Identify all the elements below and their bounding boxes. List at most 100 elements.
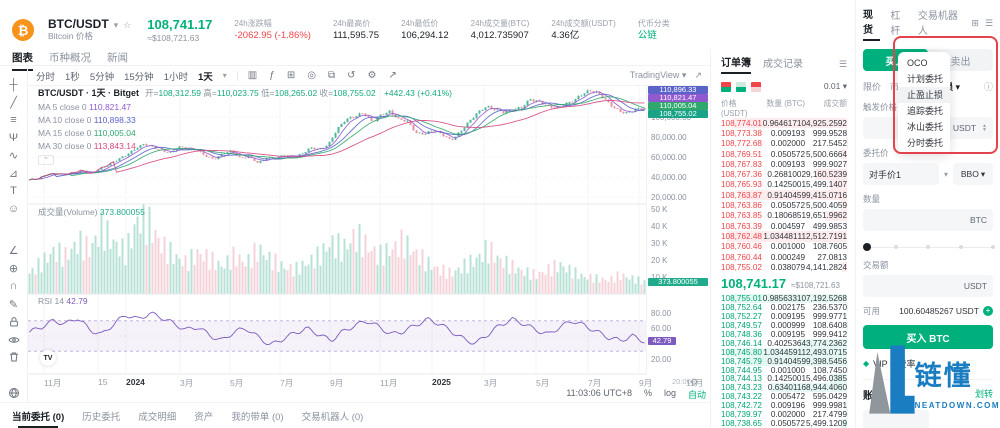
interval-15分钟[interactable]: 15分钟 <box>124 71 154 83</box>
eye-icon[interactable] <box>6 331 22 349</box>
layout-icon[interactable]: ⧉ <box>327 70 336 81</box>
tab-margin[interactable]: 杠杆 <box>890 11 901 37</box>
time-axis[interactable]: 20:00 ⚙ 11月 15 2024 3月 5月 7月 9月 11月 2025 3月 5月 7月 9月… <box>28 374 710 388</box>
bottom-tab-历史委托[interactable]: 历史委托 <box>82 411 121 423</box>
dropdown-item-计划委托[interactable]: 计划委托 <box>907 74 944 84</box>
globe-icon[interactable] <box>6 384 22 402</box>
bid-row[interactable]: 108,755.01 0.985633 107,192.5268 <box>721 294 847 304</box>
bid-row[interactable]: 108,745.79 0.914045 99,398.5456 <box>721 356 847 366</box>
mode-asks-icon[interactable] <box>751 81 761 92</box>
page-tab-图表[interactable]: 图表 <box>12 50 33 71</box>
price-type-caret[interactable]: ▾ <box>943 169 948 179</box>
vip-fee-row[interactable]: ◆ VIP 0 费率 <box>863 359 916 369</box>
ask-rows[interactable]: 108,774.01 0.964617 104,925.2592 108,773.38… <box>721 118 847 273</box>
guide-icon[interactable]: ☰ <box>984 18 994 28</box>
bottom-tab-交易机器人 (0)[interactable]: 交易机器人 (0) <box>301 411 364 423</box>
bid-row[interactable]: 108,739.97 0.002000 217.4799 <box>721 409 847 419</box>
bid-row[interactable]: 108,743.22 0.005472 595.0429 <box>721 392 847 402</box>
tab-spot[interactable]: 现货 <box>863 6 881 41</box>
slider-dot[interactable] <box>863 243 871 251</box>
ask-row[interactable]: 108,769.51 0.050572 5,500.6664 <box>721 148 847 160</box>
ask-row[interactable]: 108,767.83 0.009193 999.9027 <box>721 159 847 170</box>
snapshot-icon[interactable]: ◎ <box>307 70 316 81</box>
tradingview-menu[interactable]: TradingView ▾ <box>629 70 687 80</box>
bid-row[interactable]: 108,738.65 0.050572 5,499.1209 <box>721 418 847 428</box>
interval-1秒[interactable]: 1秒 <box>65 71 80 83</box>
dropdown-item-OCO[interactable]: OCO <box>907 58 928 68</box>
bid-row[interactable]: 108,744.95 0.001000 108.7450 <box>721 365 847 375</box>
projection-icon[interactable]: ⊿ <box>8 168 19 181</box>
compare-icon[interactable]: ⊞ <box>286 70 296 81</box>
ask-row[interactable]: 108,760.44 0.000249 27.0813 <box>721 251 847 263</box>
ask-row[interactable]: 108,762.48 1.034481 112,512.7191 <box>721 231 847 242</box>
slider-dot[interactable] <box>991 245 995 249</box>
crosshair-icon[interactable]: ┼ <box>9 78 18 91</box>
tab-limit[interactable]: 限价 <box>863 82 882 92</box>
mode-both-icon[interactable] <box>721 81 731 92</box>
price-scale[interactable]: 100,000.0080,000.0060,000.0040,000.0020,… <box>646 86 710 374</box>
bottom-tab-成交明细[interactable]: 成交明细 <box>138 411 177 423</box>
mode-bids-icon[interactable] <box>736 81 746 92</box>
slider-dot[interactable] <box>926 245 930 249</box>
bottom-tab-资产[interactable]: 资产 <box>194 411 214 423</box>
stat-代币分类[interactable]: 代币分类 公链 <box>637 18 670 41</box>
ask-row[interactable]: 108,765.93 0.142500 15,499.1407 <box>721 179 847 191</box>
dropdown-item-止盈止损[interactable]: 止盈止损 <box>898 87 950 103</box>
interval-5分钟[interactable]: 5分钟 <box>89 71 115 83</box>
ask-row[interactable]: 108,763.39 0.004597 499.9853 <box>721 220 847 232</box>
orderbook-last-price[interactable]: 108,741.17 ≈$108,721.63 <box>721 276 840 292</box>
percent-scale-toggle[interactable]: % <box>643 388 652 398</box>
log-scale-toggle[interactable]: log <box>663 388 676 398</box>
settings-icon[interactable]: ⚙ <box>367 70 377 81</box>
pair-block[interactable]: BTC/USDT ▾ ☆ Bitcoin 价格 <box>48 17 132 42</box>
tab-bots[interactable]: 交易机器人 <box>917 11 958 37</box>
ask-row[interactable]: 108,760.46 0.001000 108.7605 <box>721 241 847 252</box>
ask-row[interactable]: 108,763.85 0.180685 19,651.9962 <box>721 210 847 221</box>
ask-row[interactable]: 108,767.36 0.268100 29,160.5239 <box>721 169 847 180</box>
price-stepper[interactable]: ▲ ▼ <box>982 123 987 133</box>
pattern-icon[interactable]: ∿ <box>8 150 19 163</box>
interval-1天[interactable]: 1天 <box>197 71 213 83</box>
precision-select[interactable]: 0.01 ▾ <box>823 81 847 91</box>
dropdown-item-追踪委托[interactable]: 追踪委托 <box>907 106 944 116</box>
bottom-tab-当前委托 (0)[interactable]: 当前委托 (0) <box>12 405 64 428</box>
emoji-icon[interactable]: ☺ <box>7 203 20 216</box>
tab-trades[interactable]: 成交记录 <box>763 59 803 70</box>
bid-row[interactable]: 108,748.36 0.009195 999.9412 <box>721 329 847 339</box>
bid-row[interactable]: 108,749.57 0.000999 108.6408 <box>721 321 847 331</box>
zoom-in-icon[interactable]: ⊕ <box>8 263 19 276</box>
ask-row[interactable]: 108,763.86 0.050572 5,500.4059 <box>721 200 847 211</box>
bid-row[interactable]: 108,746.14 0.402536 43,774.2362 <box>721 338 847 348</box>
ask-row[interactable]: 108,772.68 0.002000 217.5452 <box>721 138 847 149</box>
legend-collapse-button[interactable]: ⌃ <box>38 155 54 166</box>
lock-icon[interactable] <box>6 313 22 331</box>
bid-row[interactable]: 108,745.80 1.034459 112,493.0715 <box>721 347 847 357</box>
order-type-dropdown[interactable]: OCO 计划委托 止盈止损 追踪委托 冰山委托 分时委托 <box>898 52 950 154</box>
amount-input[interactable]: BTC <box>863 209 993 231</box>
tab-orderbook[interactable]: 订单簿 <box>721 54 751 74</box>
order-price-input[interactable]: 对手价1 <box>863 163 939 185</box>
ruler-icon[interactable]: ∠ <box>8 245 19 258</box>
info-icon[interactable]: ⓘ <box>983 82 993 92</box>
bbo-select[interactable]: BBO ▾ <box>953 163 993 185</box>
axis-settings-icon[interactable]: ⚙ <box>690 377 699 387</box>
amount-slider[interactable] <box>863 243 995 251</box>
bid-row[interactable]: 108,752.64 0.002175 236.5370 <box>721 303 847 313</box>
slider-dot[interactable] <box>893 245 898 249</box>
favorite-star-icon[interactable]: ☆ <box>123 19 132 30</box>
replay-icon[interactable]: ↺ <box>347 70 356 81</box>
buy-submit-button[interactable]: 买入 BTC <box>863 325 993 349</box>
interval-分时[interactable]: 分时 <box>36 71 56 83</box>
trendline-icon[interactable]: ╱ <box>10 97 17 110</box>
expand-chart-icon[interactable]: ↗ <box>694 70 702 80</box>
interval-1小时[interactable]: 1小时 <box>163 71 188 83</box>
draw-lock-icon[interactable]: ✎ <box>8 298 19 311</box>
tradingview-logo[interactable]: TV <box>40 350 56 366</box>
parallel-channel-icon[interactable]: ≡ <box>10 114 17 127</box>
fullscreen-icon[interactable]: ↗ <box>388 70 397 81</box>
candles-icon[interactable]: ▥ <box>247 70 258 81</box>
text-icon[interactable]: T <box>10 185 17 198</box>
bid-row[interactable]: 108,744.13 0.142500 15,496.0385 <box>721 374 847 384</box>
trash-icon[interactable] <box>6 349 22 367</box>
magnet-icon[interactable]: ∩ <box>9 280 18 293</box>
